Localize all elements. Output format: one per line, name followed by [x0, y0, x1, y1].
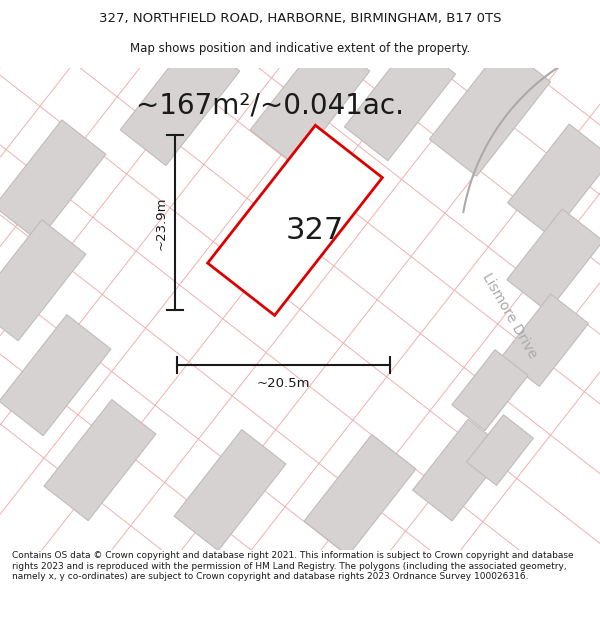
Text: Contains OS data © Crown copyright and database right 2021. This information is : Contains OS data © Crown copyright and d… — [12, 551, 574, 581]
Text: Map shows position and indicative extent of the property.: Map shows position and indicative extent… — [130, 42, 470, 55]
Text: 327: 327 — [286, 216, 344, 245]
Polygon shape — [0, 314, 111, 436]
Polygon shape — [430, 45, 551, 176]
Polygon shape — [452, 350, 528, 431]
Polygon shape — [344, 40, 455, 161]
Text: 327, NORTHFIELD ROAD, HARBORNE, BIRMINGHAM, B17 0TS: 327, NORTHFIELD ROAD, HARBORNE, BIRMINGH… — [99, 12, 501, 26]
Polygon shape — [502, 294, 589, 386]
Polygon shape — [304, 434, 416, 556]
Polygon shape — [0, 120, 106, 241]
Text: ~20.5m: ~20.5m — [257, 377, 310, 389]
Text: ~23.9m: ~23.9m — [155, 196, 167, 249]
Polygon shape — [120, 36, 240, 166]
Polygon shape — [0, 220, 86, 341]
Text: Lismore Drive: Lismore Drive — [480, 270, 540, 361]
Polygon shape — [467, 415, 533, 486]
Polygon shape — [174, 429, 286, 551]
Polygon shape — [208, 126, 382, 316]
Polygon shape — [413, 419, 508, 521]
Polygon shape — [507, 209, 600, 312]
Polygon shape — [44, 399, 156, 521]
Text: ~167m²/~0.041ac.: ~167m²/~0.041ac. — [136, 91, 404, 119]
Polygon shape — [508, 124, 600, 237]
Polygon shape — [250, 36, 370, 166]
